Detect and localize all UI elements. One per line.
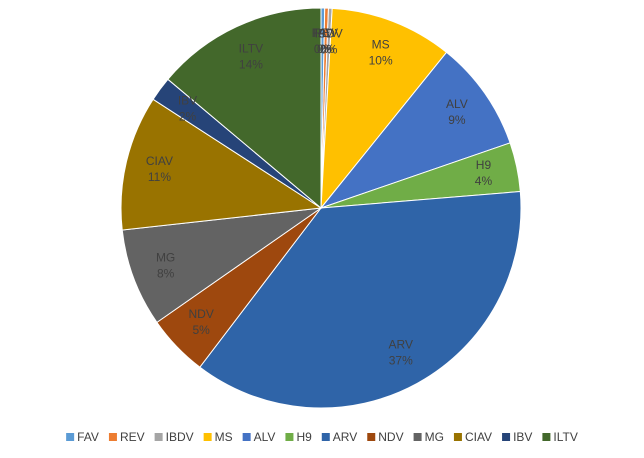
legend-label: NDV bbox=[378, 430, 403, 444]
slice-label-value: 0% bbox=[314, 42, 332, 56]
slice-label-name: CIAV bbox=[146, 154, 173, 168]
legend-swatch bbox=[413, 433, 422, 441]
legend-label: MG bbox=[425, 430, 444, 444]
legend-swatch bbox=[321, 433, 330, 441]
slice-label-value: 14% bbox=[239, 58, 263, 72]
slice-label-value: 8% bbox=[157, 267, 175, 281]
slice-label-value: 11% bbox=[148, 170, 171, 184]
legend-swatch bbox=[542, 433, 551, 441]
slice-label-value: 2% bbox=[179, 109, 197, 123]
pie-slice bbox=[120, 98, 323, 231]
legend-swatch bbox=[154, 433, 163, 441]
legend-label: H9 bbox=[296, 430, 312, 444]
legend-swatch bbox=[242, 433, 251, 441]
slice-label-name: MG bbox=[156, 251, 175, 265]
slice-label-value: 10% bbox=[369, 53, 393, 67]
legend-swatch bbox=[453, 433, 462, 441]
legend-swatch bbox=[367, 433, 376, 441]
slice-label-name: IBV bbox=[178, 93, 197, 107]
slice-label-name: H9 bbox=[476, 158, 492, 172]
legend-label: IBDV bbox=[166, 430, 194, 444]
pie-slice bbox=[121, 207, 322, 324]
legend-label: IBV bbox=[513, 430, 532, 444]
slice-label-value: 0% bbox=[320, 42, 338, 56]
legend-label: MS bbox=[215, 430, 233, 444]
slice-label-name: ILTV bbox=[239, 42, 263, 56]
slice-label-name: ALV bbox=[446, 97, 468, 111]
legend-label: ALV bbox=[254, 430, 276, 444]
slice-label-name: IBDV bbox=[315, 26, 343, 40]
legend-swatch bbox=[66, 433, 75, 441]
pie-slice bbox=[320, 7, 448, 210]
pie-slice bbox=[319, 51, 511, 210]
slice-label-name: REV bbox=[313, 26, 338, 40]
slice-label-name: ARV bbox=[389, 338, 413, 352]
legend-label: REV bbox=[120, 430, 145, 444]
slice-label-name: FAV bbox=[312, 26, 334, 40]
legend-label: CIAV bbox=[465, 430, 492, 444]
slice-label-value: 37% bbox=[389, 354, 413, 368]
slice-label-value: 4% bbox=[475, 174, 493, 188]
slice-label-name: MS bbox=[372, 37, 390, 51]
legend-label: ARV bbox=[333, 430, 357, 444]
legend-swatch bbox=[108, 433, 117, 441]
legend-label: ILTV bbox=[553, 430, 577, 444]
slice-label-value: 5% bbox=[193, 323, 211, 337]
legend-label: FAV bbox=[77, 430, 99, 444]
legend: FAV REV IBDV MS ALV H9 ARV NDV MG CIAV IBV ILTV bbox=[66, 430, 578, 444]
pie-slice bbox=[167, 7, 322, 210]
slice-label-name: NDV bbox=[189, 307, 214, 321]
legend-swatch bbox=[285, 433, 294, 441]
pie-slice bbox=[199, 190, 522, 409]
legend-swatch bbox=[502, 433, 511, 441]
legend-swatch bbox=[203, 433, 212, 441]
slice-label-value: 0% bbox=[317, 42, 335, 56]
slice-label-value: 9% bbox=[448, 113, 466, 127]
